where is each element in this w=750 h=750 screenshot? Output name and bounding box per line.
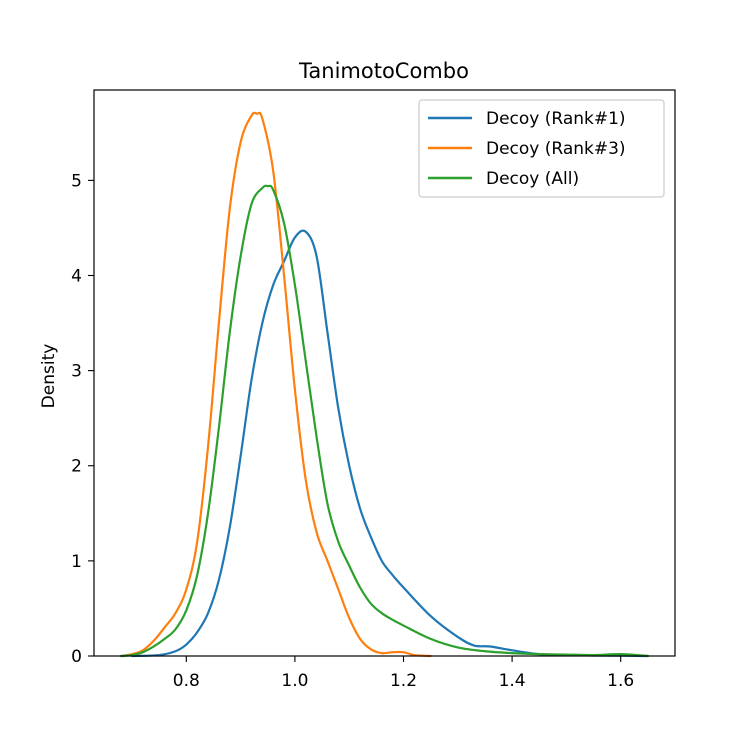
x-tick-label: 0.8: [173, 671, 200, 691]
series-line-1: [130, 229, 649, 658]
y-tick-label: 5: [71, 171, 82, 191]
legend: Decoy (Rank#1) Decoy (Rank#3) Decoy (All): [418, 99, 665, 198]
legend-label: Decoy (All): [486, 169, 579, 189]
y-axis-ticks: 0 1 2 3 4 5: [71, 171, 94, 667]
series-line-2: [120, 111, 432, 658]
y-tick-label: 3: [71, 362, 82, 382]
plot-frame: [93, 89, 676, 657]
x-tick-label: 1.0: [281, 671, 308, 691]
x-tick-label: 1.6: [607, 671, 634, 691]
x-tick-label: 1.4: [499, 671, 526, 691]
plot-lines: [120, 111, 649, 658]
x-tick-label: 1.2: [390, 671, 417, 691]
legend-box: [418, 99, 665, 198]
y-tick-label: 1: [71, 552, 82, 572]
legend-label: Decoy (Rank#1): [486, 109, 626, 129]
series-line-3: [120, 184, 649, 658]
y-tick-label: 4: [71, 266, 82, 286]
y-tick-label: 2: [71, 457, 82, 477]
y-axis-label: Density: [39, 344, 59, 409]
x-axis-ticks: 0.8 1.0 1.2 1.4 1.6: [173, 656, 634, 691]
y-tick-label: 0: [71, 647, 82, 667]
legend-label: Decoy (Rank#3): [486, 139, 626, 159]
chart-title: TanimotoCombo: [298, 59, 469, 83]
